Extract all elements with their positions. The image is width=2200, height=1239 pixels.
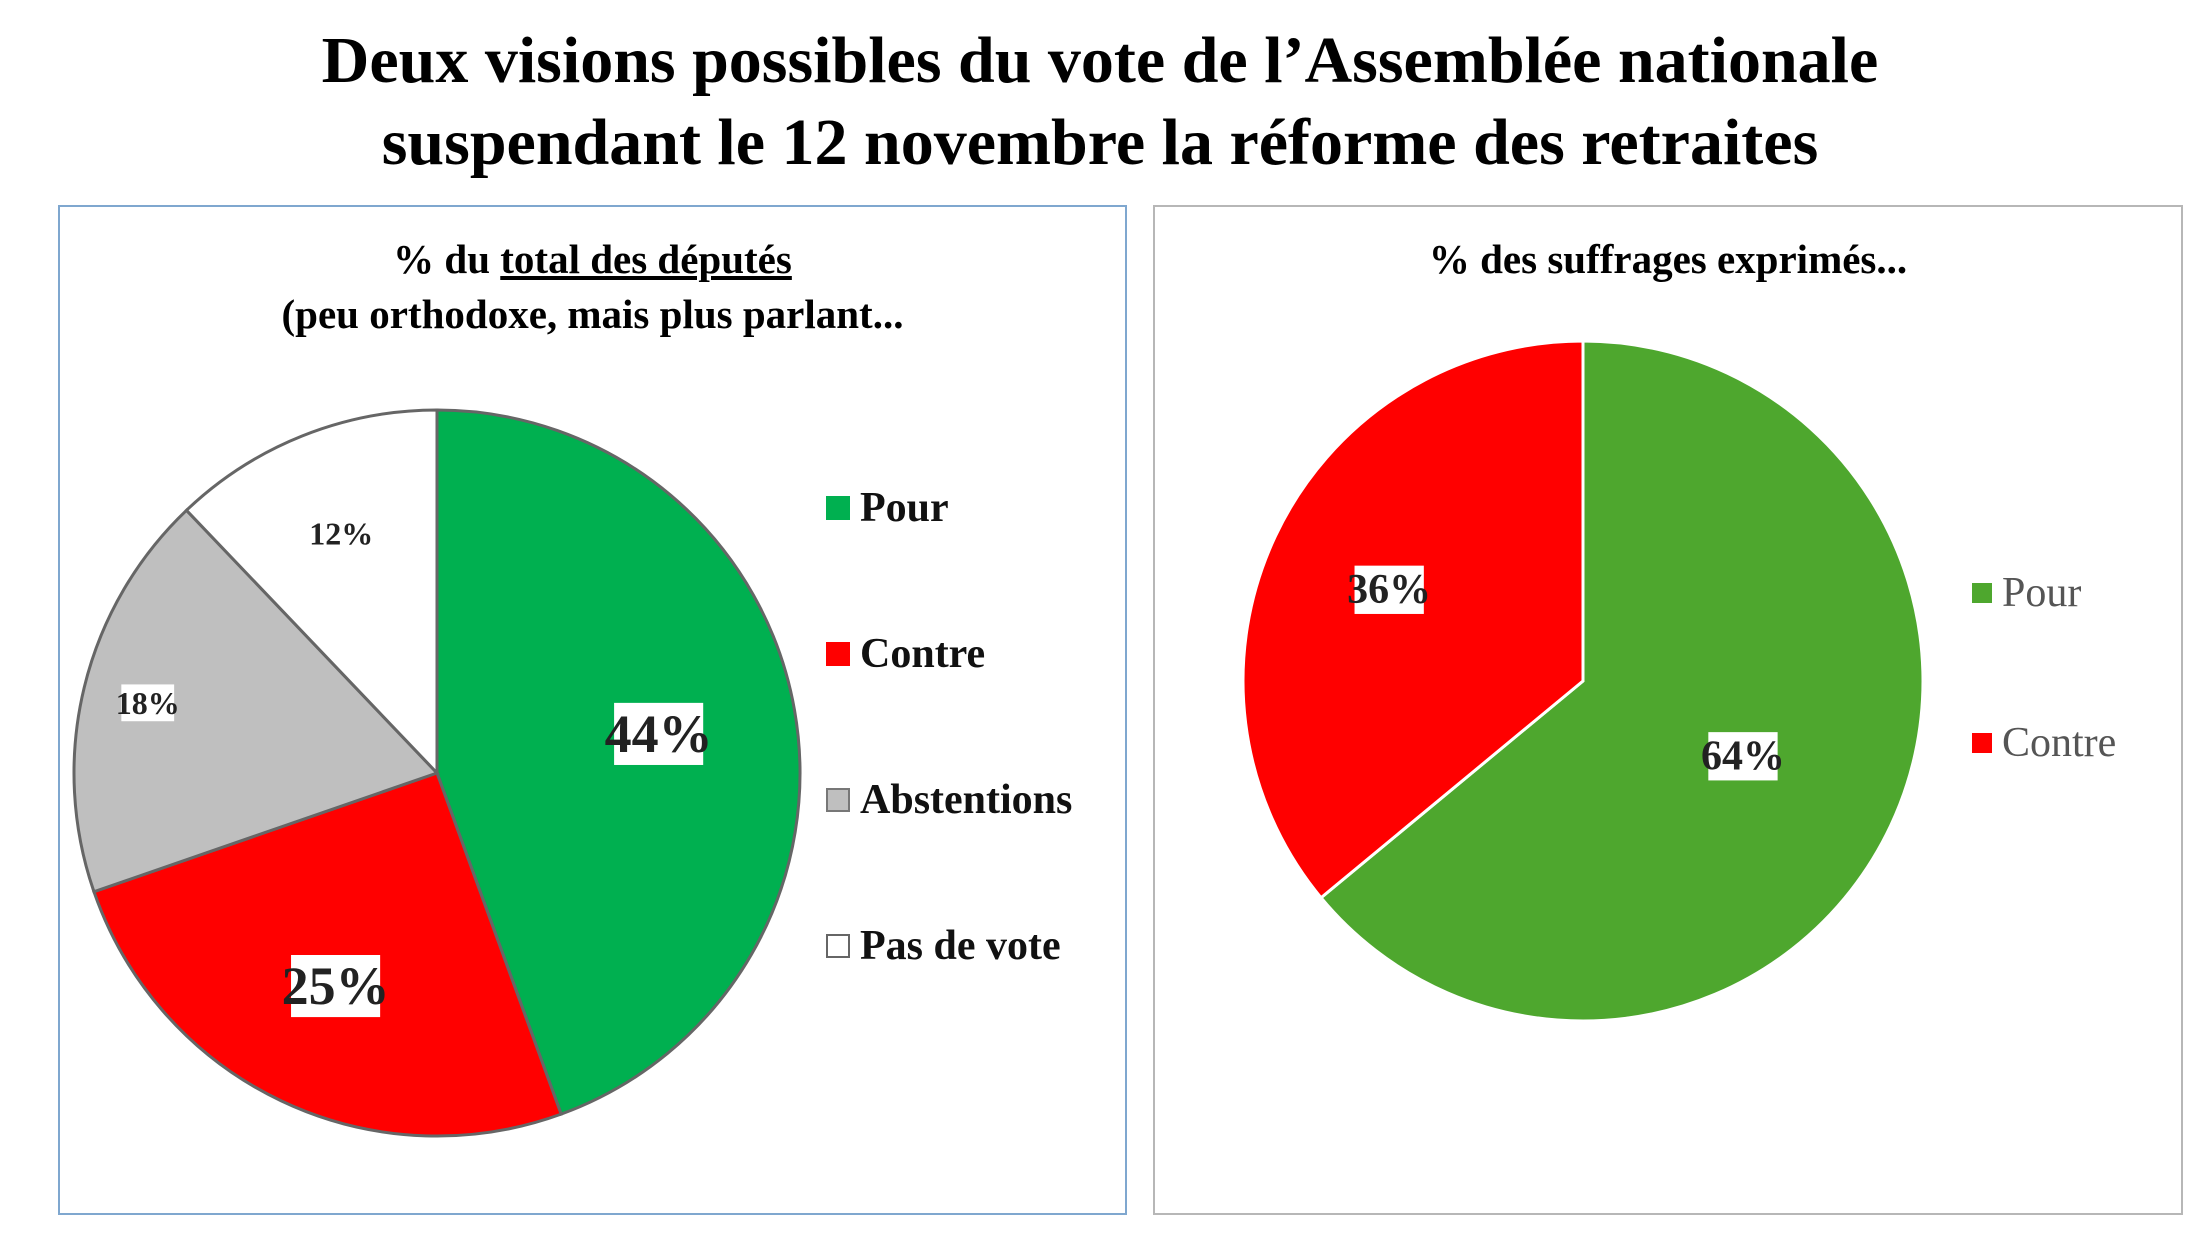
- main-title-line2: suspendant le 12 novembre la réforme des…: [381, 106, 1819, 179]
- legend-label-pas-de-vote: Pas de vote: [860, 923, 1061, 969]
- main-title: Deux visions possibles du vote de l’Asse…: [0, 20, 2200, 184]
- right-chart-title: % des suffrages exprimés...: [1428, 236, 1908, 282]
- pie-label-pas-de-vote: 12%: [309, 516, 373, 552]
- svg-text:18%: 18%: [116, 685, 180, 721]
- main-title-line1: Deux visions possibles du vote de l’Asse…: [321, 24, 1879, 97]
- pie-label-pour: 44%: [605, 702, 713, 765]
- legend-swatch-pour: [1972, 583, 1992, 603]
- pie-label-contre: 25%: [282, 954, 390, 1018]
- svg-text:44%: 44%: [605, 704, 713, 764]
- left-chart-title-prefix: % du: [393, 236, 501, 282]
- legend-swatch-contre: [1972, 733, 1992, 753]
- legend-swatch-abstentions: [826, 788, 850, 812]
- legend-swatch-contre: [826, 642, 850, 666]
- pie-slice-pour: [1318, 339, 1925, 1023]
- legend-swatch-pour: [826, 496, 850, 520]
- left-pie-chart: 44% 25% 18% 12%: [72, 408, 802, 1138]
- legend-label-contre: Contre: [860, 631, 986, 677]
- pie-slice-contre: [92, 771, 564, 1138]
- chart-panel-total-deputes: % du total des députés (peu orthodoxe, m…: [58, 205, 1127, 1215]
- pie-slice-pas-de-vote: [184, 408, 439, 777]
- pie-label-abstentions: 18%: [116, 684, 180, 722]
- pie-slice-contre: [1241, 339, 1585, 900]
- pie-label-pour: 64%: [1701, 732, 1785, 781]
- left-chart-subtitle: (peu orthodoxe, mais plus parlant...: [281, 291, 904, 337]
- legend-label-pour: Pour: [860, 485, 949, 531]
- chart-panel-suffrages-exprimes: % des suffrages exprimés... 64% 36% Pour C…: [1153, 205, 2183, 1215]
- svg-text:25%: 25%: [282, 956, 390, 1016]
- pie-slice-abstentions: [72, 508, 440, 894]
- legend-label-contre: Contre: [2002, 720, 2117, 766]
- legend-label-pour: Pour: [2002, 570, 2082, 616]
- right-pie-chart: 64% 36%: [1241, 339, 1925, 1023]
- left-chart-title-underlined: total des députés: [500, 236, 792, 282]
- svg-text:12%: 12%: [309, 516, 373, 552]
- svg-text:36%: 36%: [1347, 567, 1431, 613]
- left-chart-title: % du total des députés: [60, 232, 1125, 286]
- svg-text:64%: 64%: [1701, 733, 1785, 779]
- legend-swatch-pas-de-vote: [826, 934, 850, 958]
- pie-label-contre: 36%: [1347, 565, 1431, 614]
- legend-label-abstentions: Abstentions: [860, 777, 1073, 823]
